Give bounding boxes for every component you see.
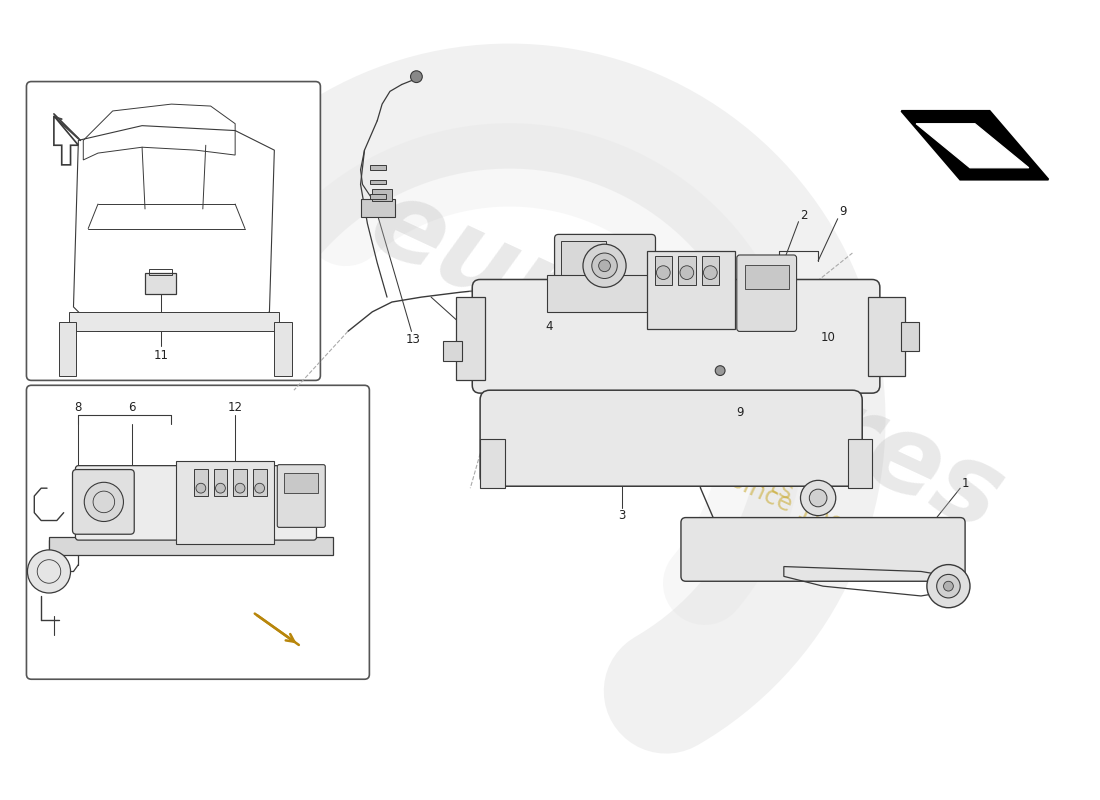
Circle shape [944, 582, 954, 591]
Circle shape [28, 550, 70, 593]
Bar [372, 190, 392, 201]
Bar [148, 269, 173, 274]
Circle shape [937, 574, 960, 598]
Text: 9: 9 [839, 206, 846, 218]
Bar [58, 322, 76, 375]
Bar [233, 469, 246, 496]
Bar [547, 274, 652, 312]
Bar [443, 342, 462, 361]
Text: 1: 1 [478, 340, 486, 353]
Text: 11: 11 [153, 350, 168, 362]
Polygon shape [54, 116, 78, 165]
Text: 3: 3 [618, 509, 626, 522]
Circle shape [801, 480, 836, 516]
Bar [561, 242, 605, 288]
Circle shape [810, 489, 827, 506]
Text: 9: 9 [736, 406, 744, 419]
FancyBboxPatch shape [554, 234, 656, 296]
Text: since 1985: since 1985 [727, 468, 860, 547]
Bar [145, 273, 176, 294]
Text: 2: 2 [800, 210, 807, 222]
Bar [253, 469, 266, 496]
Polygon shape [916, 124, 1028, 168]
Bar [194, 469, 208, 496]
Text: 10: 10 [821, 330, 835, 344]
FancyBboxPatch shape [681, 518, 965, 582]
FancyBboxPatch shape [26, 386, 370, 679]
FancyBboxPatch shape [73, 470, 134, 534]
Circle shape [592, 253, 617, 278]
Circle shape [680, 266, 694, 279]
Bar [371, 194, 386, 199]
FancyBboxPatch shape [737, 255, 796, 331]
Bar [361, 199, 395, 217]
FancyBboxPatch shape [277, 465, 326, 527]
Text: eurospares: eurospares [353, 168, 1019, 554]
Circle shape [235, 483, 245, 493]
Circle shape [410, 70, 422, 82]
Polygon shape [901, 111, 1048, 179]
FancyBboxPatch shape [472, 279, 880, 393]
Bar [50, 537, 333, 555]
Bar [213, 469, 228, 496]
Bar [745, 265, 789, 290]
Text: 13: 13 [406, 333, 421, 346]
Text: a passion for parts: a passion for parts [575, 384, 796, 504]
Bar [901, 322, 918, 351]
Text: 4: 4 [544, 320, 552, 333]
Bar [176, 461, 274, 544]
Bar [274, 322, 292, 375]
Circle shape [657, 266, 670, 279]
Circle shape [715, 366, 725, 375]
Circle shape [216, 483, 225, 493]
Text: 8: 8 [75, 402, 82, 414]
Circle shape [598, 260, 611, 272]
Circle shape [85, 482, 123, 522]
Text: 1: 1 [961, 477, 969, 490]
Bar [847, 439, 872, 488]
Circle shape [927, 565, 970, 608]
Bar [702, 256, 719, 286]
Bar [678, 256, 695, 286]
Bar [284, 474, 318, 493]
Circle shape [196, 483, 206, 493]
FancyBboxPatch shape [480, 390, 862, 486]
Text: 12: 12 [228, 402, 243, 414]
FancyBboxPatch shape [26, 82, 320, 381]
Bar [68, 312, 279, 331]
Bar [654, 256, 672, 286]
Circle shape [255, 483, 264, 493]
Bar [455, 297, 485, 381]
Bar [868, 297, 905, 375]
Bar [647, 251, 735, 330]
Bar [371, 179, 386, 185]
Circle shape [704, 266, 717, 279]
Text: 6: 6 [129, 402, 136, 414]
Bar [480, 439, 505, 488]
Bar [371, 165, 386, 170]
FancyBboxPatch shape [76, 466, 317, 540]
Circle shape [583, 244, 626, 287]
